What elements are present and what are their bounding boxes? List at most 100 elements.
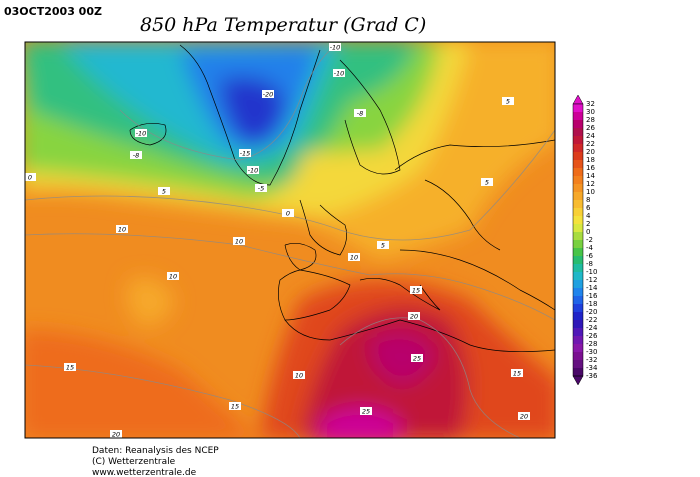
colorbar-label: 14 bbox=[586, 172, 595, 180]
colorbar-label: -2 bbox=[586, 236, 593, 244]
contour-label: 5 bbox=[506, 98, 510, 106]
contour-label-bg bbox=[408, 312, 420, 320]
colorbar-top-arrow bbox=[572, 94, 584, 105]
colorbar-label: -8 bbox=[586, 260, 593, 268]
footer-line: (C) Wetterzentrale bbox=[92, 457, 176, 467]
contour-label-bg bbox=[167, 272, 179, 280]
contour-label-bg bbox=[333, 69, 345, 77]
contour-label: 20 bbox=[112, 431, 120, 439]
colorbar-segment bbox=[573, 120, 583, 129]
contour-label-bg bbox=[410, 286, 422, 294]
colorbar-segment bbox=[573, 104, 583, 113]
colorbar-segment bbox=[573, 360, 583, 369]
contour-label-bg bbox=[354, 109, 366, 117]
colorbar-segment bbox=[573, 240, 583, 249]
contour-label: 10 bbox=[295, 372, 303, 380]
contour-label-bg bbox=[64, 363, 76, 371]
contour-label: -10 bbox=[334, 70, 345, 78]
contour-label: 5 bbox=[162, 188, 166, 196]
footer-line: Daten: Reanalysis des NCEP bbox=[92, 446, 219, 456]
colorbar-label: 6 bbox=[586, 204, 591, 212]
colorbar-label: -22 bbox=[586, 316, 597, 324]
colorbar-segment bbox=[573, 128, 583, 137]
colorbar-label: 2 bbox=[586, 220, 590, 228]
contour-label-bg bbox=[229, 402, 241, 410]
contour-label-bg bbox=[481, 178, 493, 186]
colorbar-label: -4 bbox=[586, 244, 594, 252]
colorbar-segment bbox=[573, 112, 583, 121]
colorbar-label: -24 bbox=[586, 324, 598, 332]
colorbar-segment bbox=[573, 344, 583, 353]
colorbar-segment bbox=[573, 232, 583, 241]
colorbar-label: 8 bbox=[586, 196, 590, 204]
map: -10 -10 -20 -10 -8 -15 -10 -5 -8 0 5 0 5 5 10 10 10 10 5 15… bbox=[25, 42, 555, 439]
colorbar-label: -32 bbox=[586, 356, 597, 364]
colorbar-segment bbox=[573, 288, 583, 297]
colorbar-label: 24 bbox=[586, 132, 595, 140]
contour-label: 25 bbox=[413, 355, 421, 363]
colorbar-segment bbox=[573, 264, 583, 273]
contour-label-bg bbox=[293, 371, 305, 379]
colorbar-segment bbox=[573, 144, 583, 153]
contour-label-bg bbox=[116, 225, 128, 233]
colorbar-segment bbox=[573, 248, 583, 257]
colorbar-segment bbox=[573, 296, 583, 305]
contour-label: 0 bbox=[28, 174, 32, 182]
contour-label: 25 bbox=[362, 408, 370, 416]
colorbar-segment bbox=[573, 224, 583, 233]
contour-label: -5 bbox=[258, 185, 264, 193]
contour-label: 20 bbox=[410, 313, 418, 321]
colorbar-segment bbox=[573, 208, 583, 217]
contour-label-bg bbox=[247, 166, 259, 174]
colorbar-label: 0 bbox=[586, 228, 590, 236]
colorbar-label: 12 bbox=[586, 180, 595, 188]
colorbar-label: -12 bbox=[586, 276, 597, 284]
contour-label: -10 bbox=[248, 167, 259, 175]
colorbar-label: -28 bbox=[586, 340, 597, 348]
colorbar-label: -6 bbox=[586, 252, 594, 260]
date: 03OCT2003 00Z bbox=[4, 5, 102, 18]
contour-label: 15 bbox=[231, 403, 239, 411]
colorbar-segment bbox=[573, 176, 583, 185]
contour-label: -15 bbox=[240, 150, 251, 158]
colorbar-segment bbox=[573, 136, 583, 145]
contour-label-bg bbox=[411, 354, 423, 362]
colorbar-label: -14 bbox=[586, 284, 598, 292]
contour-label-bg bbox=[135, 129, 147, 137]
colorbar-label: 22 bbox=[586, 140, 595, 148]
contour-label-bg bbox=[360, 407, 372, 415]
contour-label: 15 bbox=[412, 287, 420, 295]
contour-label-bg bbox=[233, 237, 245, 245]
colorbar: 32302826242220181614121086420-2-4-6-8-10… bbox=[572, 94, 598, 386]
contour-label-bg bbox=[518, 412, 530, 420]
contour-label-bg bbox=[255, 184, 267, 192]
contour-label: 15 bbox=[513, 370, 521, 378]
colorbar-label: -36 bbox=[586, 372, 598, 380]
contour-label: -8 bbox=[357, 110, 363, 118]
contour-label-bg bbox=[110, 430, 122, 438]
contour-label: 15 bbox=[66, 364, 74, 372]
colorbar-label: 20 bbox=[586, 148, 595, 156]
colorbar-segment bbox=[573, 216, 583, 225]
contour-label: 20 bbox=[520, 413, 528, 421]
colorbar-label: 32 bbox=[586, 100, 595, 108]
colorbar-segment bbox=[573, 168, 583, 177]
map-frame bbox=[24, 41, 556, 439]
colorbar-segment bbox=[573, 184, 583, 193]
contour-label-bg bbox=[262, 90, 274, 98]
colorbar-segment bbox=[573, 280, 583, 289]
contour-label-bg bbox=[158, 187, 170, 195]
colorbar-segment bbox=[573, 320, 583, 329]
colorbar-segment bbox=[573, 328, 583, 337]
contour-label: -10 bbox=[136, 130, 147, 138]
colorbar-label: 26 bbox=[586, 124, 595, 132]
colorbar-label: 30 bbox=[586, 108, 595, 116]
contour-label-bg bbox=[239, 149, 251, 157]
colorbar-label: -20 bbox=[586, 308, 597, 316]
contour-label-bg bbox=[511, 369, 523, 377]
colorbar-segment bbox=[573, 312, 583, 321]
contour-label: 0 bbox=[286, 210, 290, 218]
colorbar-segment bbox=[573, 272, 583, 281]
